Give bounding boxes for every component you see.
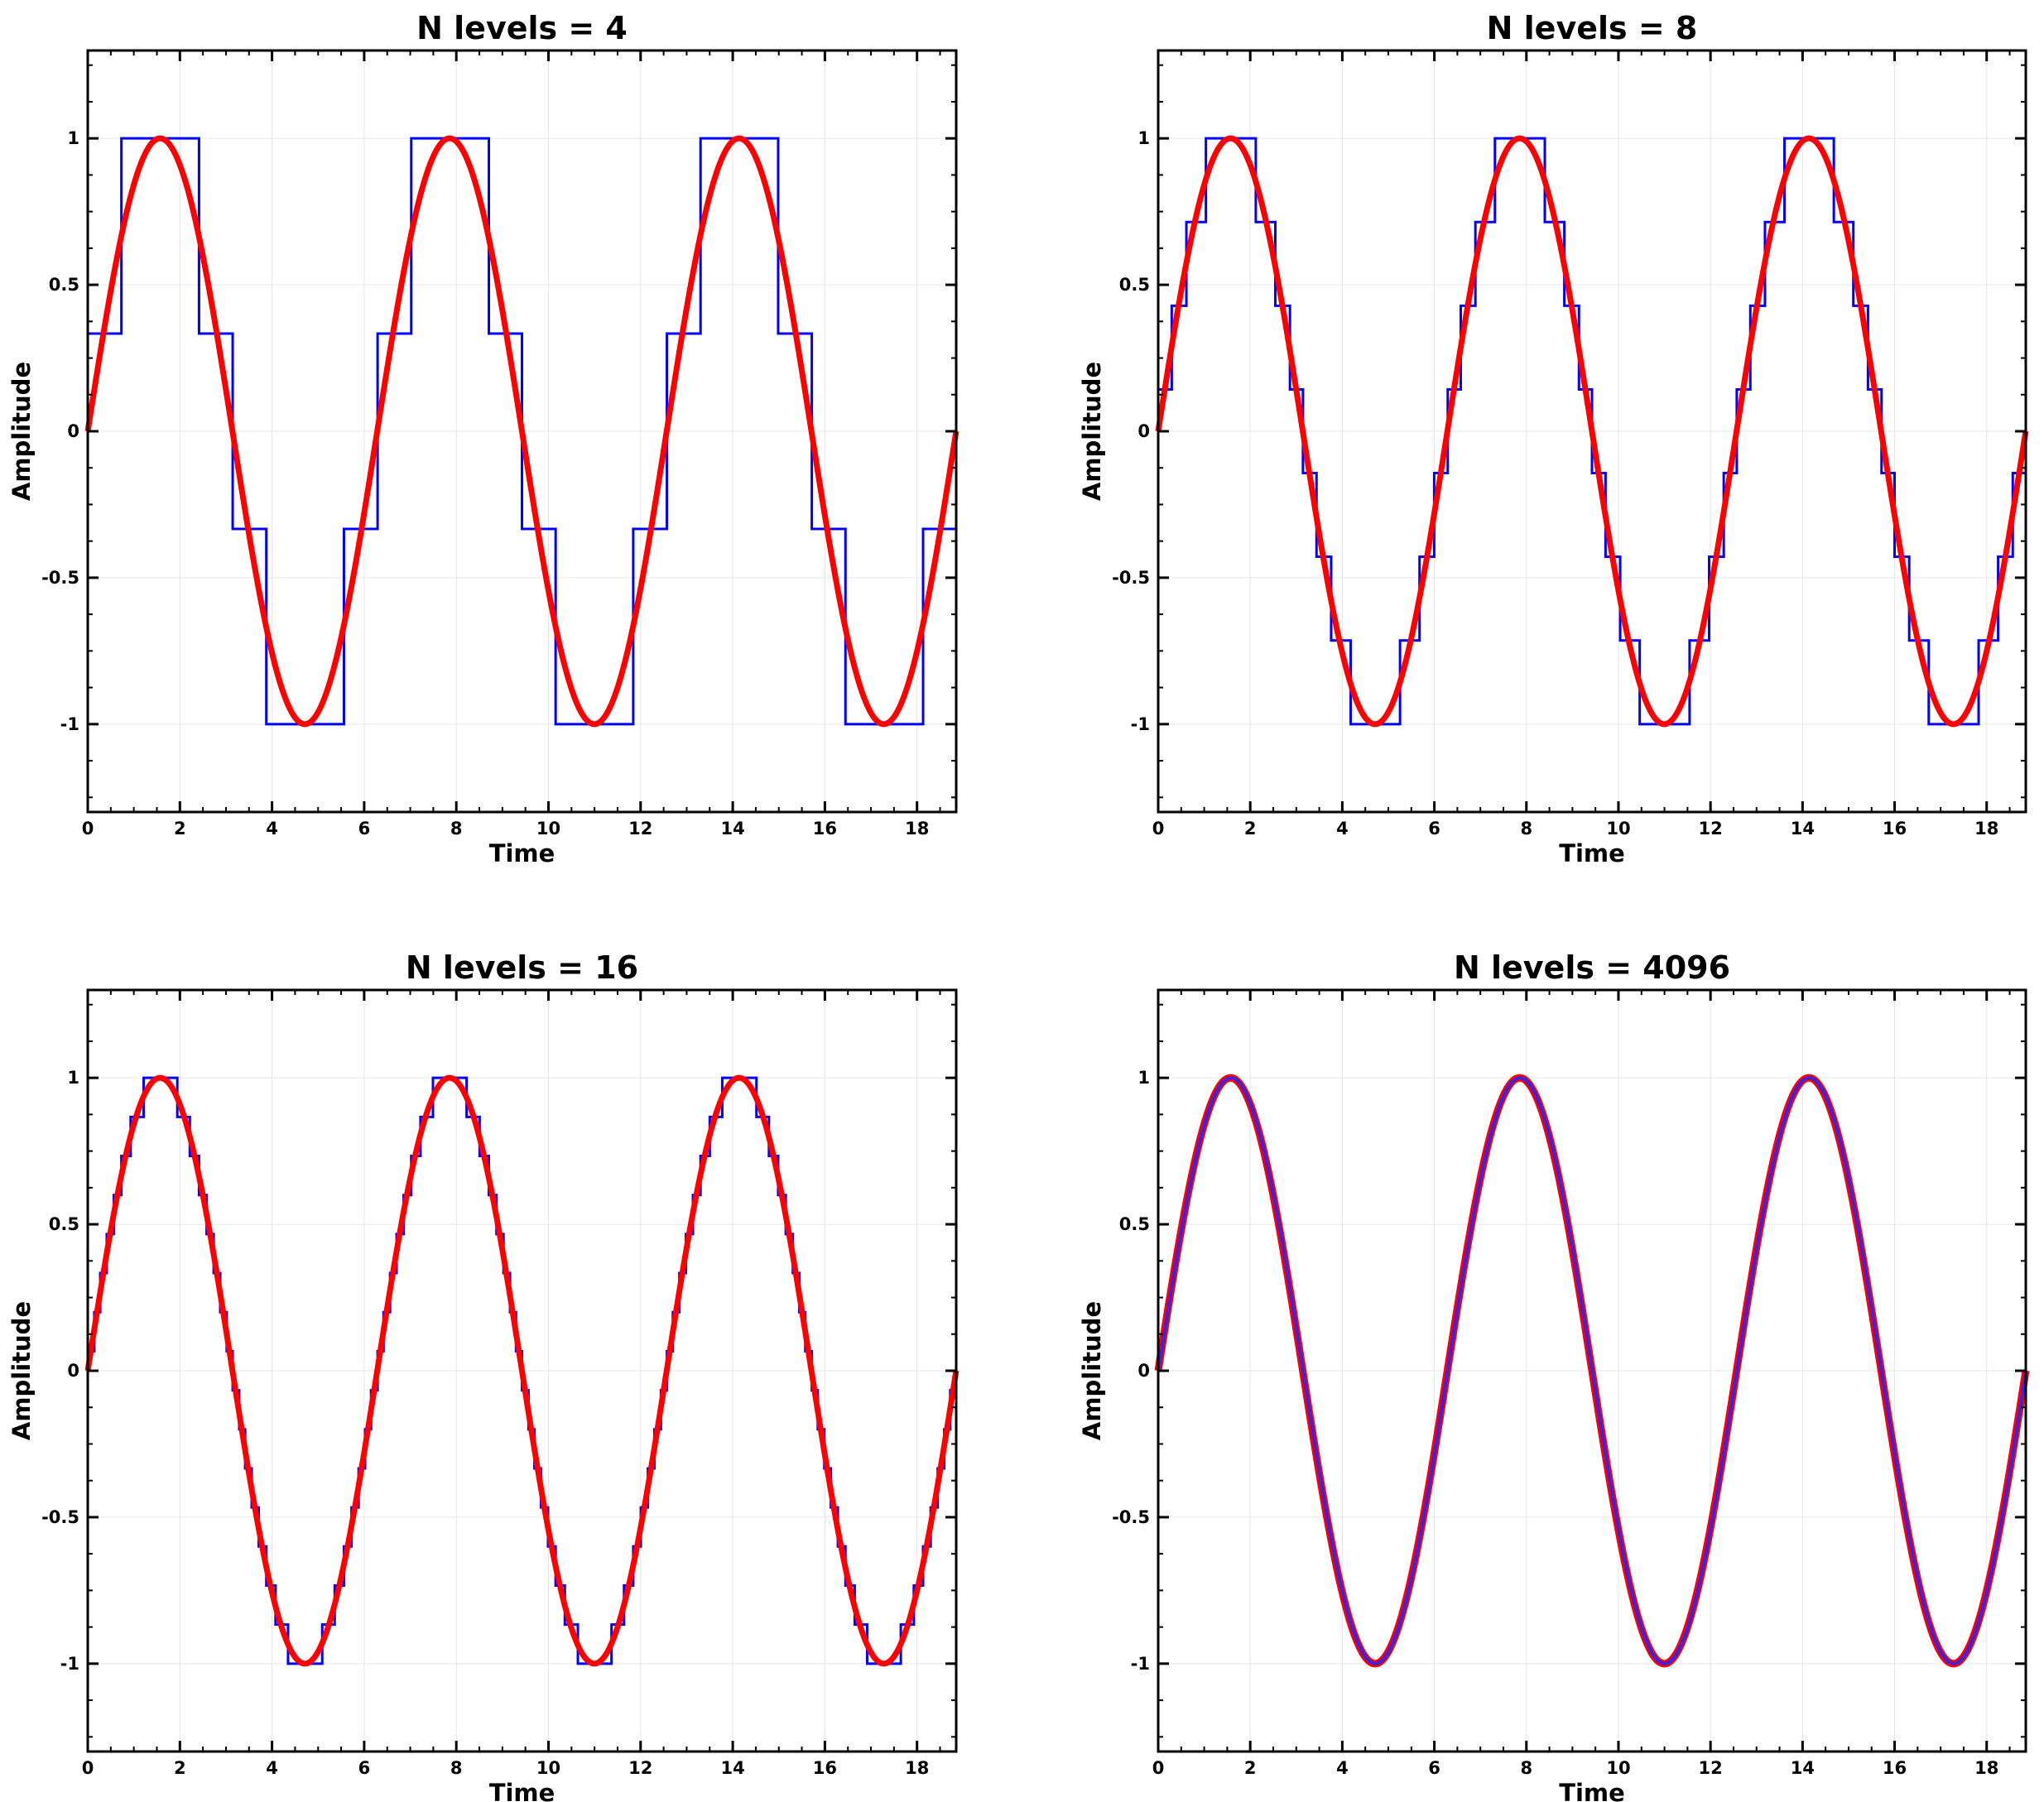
y-tick-label: 0.5 <box>49 1214 79 1234</box>
x-tick-label: 14 <box>720 1758 744 1778</box>
x-tick-label: 18 <box>905 819 929 839</box>
x-axis-label: Time <box>489 839 555 867</box>
y-axis-label: Amplitude <box>7 1301 36 1440</box>
y-tick-label: -1 <box>1131 1654 1150 1674</box>
y-tick-label: 0 <box>1137 421 1150 441</box>
original-signal-line <box>1155 135 2029 728</box>
y-tick-label: 0 <box>1137 1361 1150 1381</box>
x-tick-label: 0 <box>82 1758 94 1778</box>
x-tick-label: 2 <box>1244 819 1257 839</box>
x-tick-label: 4 <box>1336 1758 1349 1778</box>
y-tick-label: -1 <box>1131 714 1150 734</box>
y-tick-label: -1 <box>60 714 79 734</box>
x-tick-label: 18 <box>1974 1758 1998 1778</box>
x-tick-label: 10 <box>1606 1758 1630 1778</box>
x-tick-label: 12 <box>1699 1758 1723 1778</box>
y-tick-label: 1 <box>67 128 79 148</box>
x-tick-label: 14 <box>1791 1758 1815 1778</box>
x-tick-label: 6 <box>1428 1758 1440 1778</box>
x-tick-label: 12 <box>628 1758 652 1778</box>
y-tick-label: 0 <box>67 421 79 441</box>
x-tick-label: 2 <box>1244 1758 1257 1778</box>
x-tick-label: 8 <box>450 1758 463 1778</box>
x-tick-label: 0 <box>1152 1758 1165 1778</box>
x-tick-label: 16 <box>1883 1758 1907 1778</box>
y-axis-label: Amplitude <box>1078 362 1106 501</box>
y-tick-label: 0.5 <box>1119 1214 1150 1234</box>
y-tick-label: 0.5 <box>1119 275 1150 295</box>
x-tick-label: 16 <box>1883 819 1907 839</box>
y-tick-label: 0.5 <box>49 275 79 295</box>
y-tick-label: -1 <box>60 1654 79 1674</box>
x-tick-label: 12 <box>628 819 652 839</box>
chart-title: N levels = 16 <box>406 949 638 986</box>
y-tick-label: -0.5 <box>1112 1507 1150 1527</box>
y-tick-label: 1 <box>67 1068 79 1088</box>
x-tick-label: 10 <box>1606 819 1630 839</box>
x-tick-label: 14 <box>1791 819 1815 839</box>
subplot-n-levels-8: 0 2 4 6 8 10 12 14 16 18 1 0.5 0 -0.5 -1 N levels = 8 Ti… <box>1078 10 2029 867</box>
x-tick-label: 4 <box>1336 819 1349 839</box>
x-tick-label: 18 <box>1974 819 1998 839</box>
x-tick-label: 8 <box>450 819 463 839</box>
y-axis-label: Amplitude <box>7 362 36 501</box>
x-tick-label: 6 <box>358 819 371 839</box>
x-tick-label: 8 <box>1520 819 1532 839</box>
x-tick-label: 10 <box>536 1758 560 1778</box>
y-tick-label: -0.5 <box>41 1507 79 1527</box>
subplot-n-levels-4096: 0 2 4 6 8 10 12 14 16 18 1 0.5 0 -0.5 -1 N levels = 409… <box>1078 949 2030 1802</box>
x-tick-label: 6 <box>1428 819 1440 839</box>
x-tick-label: 16 <box>813 1758 837 1778</box>
x-tick-label: 14 <box>720 819 744 839</box>
chart-title: N levels = 8 <box>1487 10 1698 46</box>
chart-title: N levels = 4 <box>416 10 628 46</box>
chart-title: N levels = 4096 <box>1454 949 1730 986</box>
y-tick-label: 1 <box>1137 128 1150 148</box>
original-signal-line <box>84 1074 959 1667</box>
x-tick-label: 0 <box>82 819 94 839</box>
y-axis-label: Amplitude <box>1078 1301 1106 1440</box>
x-tick-label: 2 <box>174 819 186 839</box>
x-axis-label: Time <box>1559 1779 1625 1802</box>
y-tick-label: -0.5 <box>41 568 79 588</box>
x-tick-label: 10 <box>536 819 560 839</box>
y-tick-label: 0 <box>67 1361 79 1381</box>
x-tick-label: 18 <box>905 1758 929 1778</box>
y-tick-label: -0.5 <box>1112 568 1150 588</box>
x-tick-label: 16 <box>813 819 837 839</box>
subplot-n-levels-4: 0 2 4 6 8 10 12 14 16 18 1 0.5 0 -0.5 -1 N levels = 4 Ti… <box>7 10 959 867</box>
x-tick-label: 6 <box>358 1758 371 1778</box>
subplot-n-levels-16: 0 2 4 6 8 10 12 14 16 18 1 0.5 0 -0.5 -1 N levels = 16 T… <box>7 949 959 1802</box>
y-tick-label: 1 <box>1137 1068 1150 1088</box>
original-signal-line <box>84 135 959 728</box>
x-tick-label: 0 <box>1152 819 1165 839</box>
quantized-signal-line <box>88 137 958 726</box>
x-tick-label: 4 <box>266 1758 278 1778</box>
x-tick-label: 12 <box>1699 819 1723 839</box>
x-tick-label: 8 <box>1520 1758 1532 1778</box>
x-tick-label: 4 <box>266 819 278 839</box>
x-axis-label: Time <box>1559 839 1625 867</box>
quantized-signal-line <box>1157 1076 2027 1665</box>
x-axis-label: Time <box>489 1779 555 1802</box>
x-tick-label: 2 <box>174 1758 186 1778</box>
